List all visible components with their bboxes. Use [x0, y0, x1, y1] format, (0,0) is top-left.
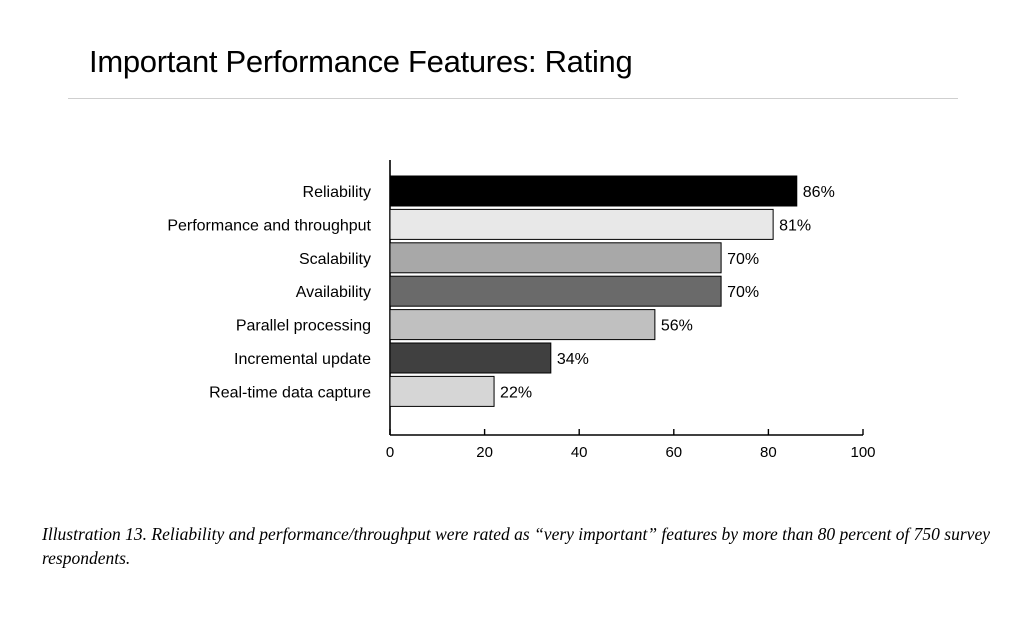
data-label: 70%	[727, 284, 759, 301]
data-label: 34%	[557, 351, 589, 368]
chart-bars	[389, 175, 798, 407]
data-label: 22%	[500, 384, 532, 401]
category-label: Reliability	[303, 184, 371, 201]
data-label: 56%	[661, 318, 693, 335]
bar-chart: Reliability Performance and throughput Sca…	[167, 160, 876, 461]
category-label: Parallel processing	[236, 318, 371, 335]
figure-caption: Illustration 13. Reliability and perform…	[42, 522, 992, 570]
x-tick-label: 100	[850, 444, 875, 461]
page-title: Important Performance Features: Rating	[89, 44, 633, 79]
bar-4	[389, 309, 656, 341]
x-tick-label: 40	[571, 444, 588, 461]
category-label: Real-time data capture	[209, 384, 371, 401]
bar-6	[389, 375, 495, 407]
bar-0	[389, 175, 798, 207]
category-label: Performance and throughput	[167, 217, 371, 234]
x-tick-label: 0	[386, 444, 394, 461]
x-tick-label: 20	[476, 444, 493, 461]
category-label: Incremental update	[234, 351, 371, 368]
x-tick-label: 60	[665, 444, 682, 461]
data-label: 81%	[779, 217, 811, 234]
category-label: Scalability	[299, 251, 371, 268]
x-axis-ticks: 0 20 40 60 80 100	[386, 429, 876, 461]
category-label: Availability	[296, 284, 371, 301]
bar-5	[389, 342, 552, 374]
data-labels: 86% 81% 70% 70% 56% 34% 22%	[500, 184, 835, 401]
bar-2	[389, 242, 722, 274]
bar-3	[389, 275, 722, 307]
title-divider	[68, 98, 958, 99]
caption-body: Reliability and performance/throughput w…	[42, 524, 990, 568]
caption-lead: Illustration 13.	[42, 524, 148, 544]
data-label: 70%	[727, 251, 759, 268]
data-label: 86%	[803, 184, 835, 201]
bar-1	[389, 208, 774, 240]
category-labels: Reliability Performance and throughput Sca…	[167, 184, 371, 401]
x-tick-label: 80	[760, 444, 777, 461]
